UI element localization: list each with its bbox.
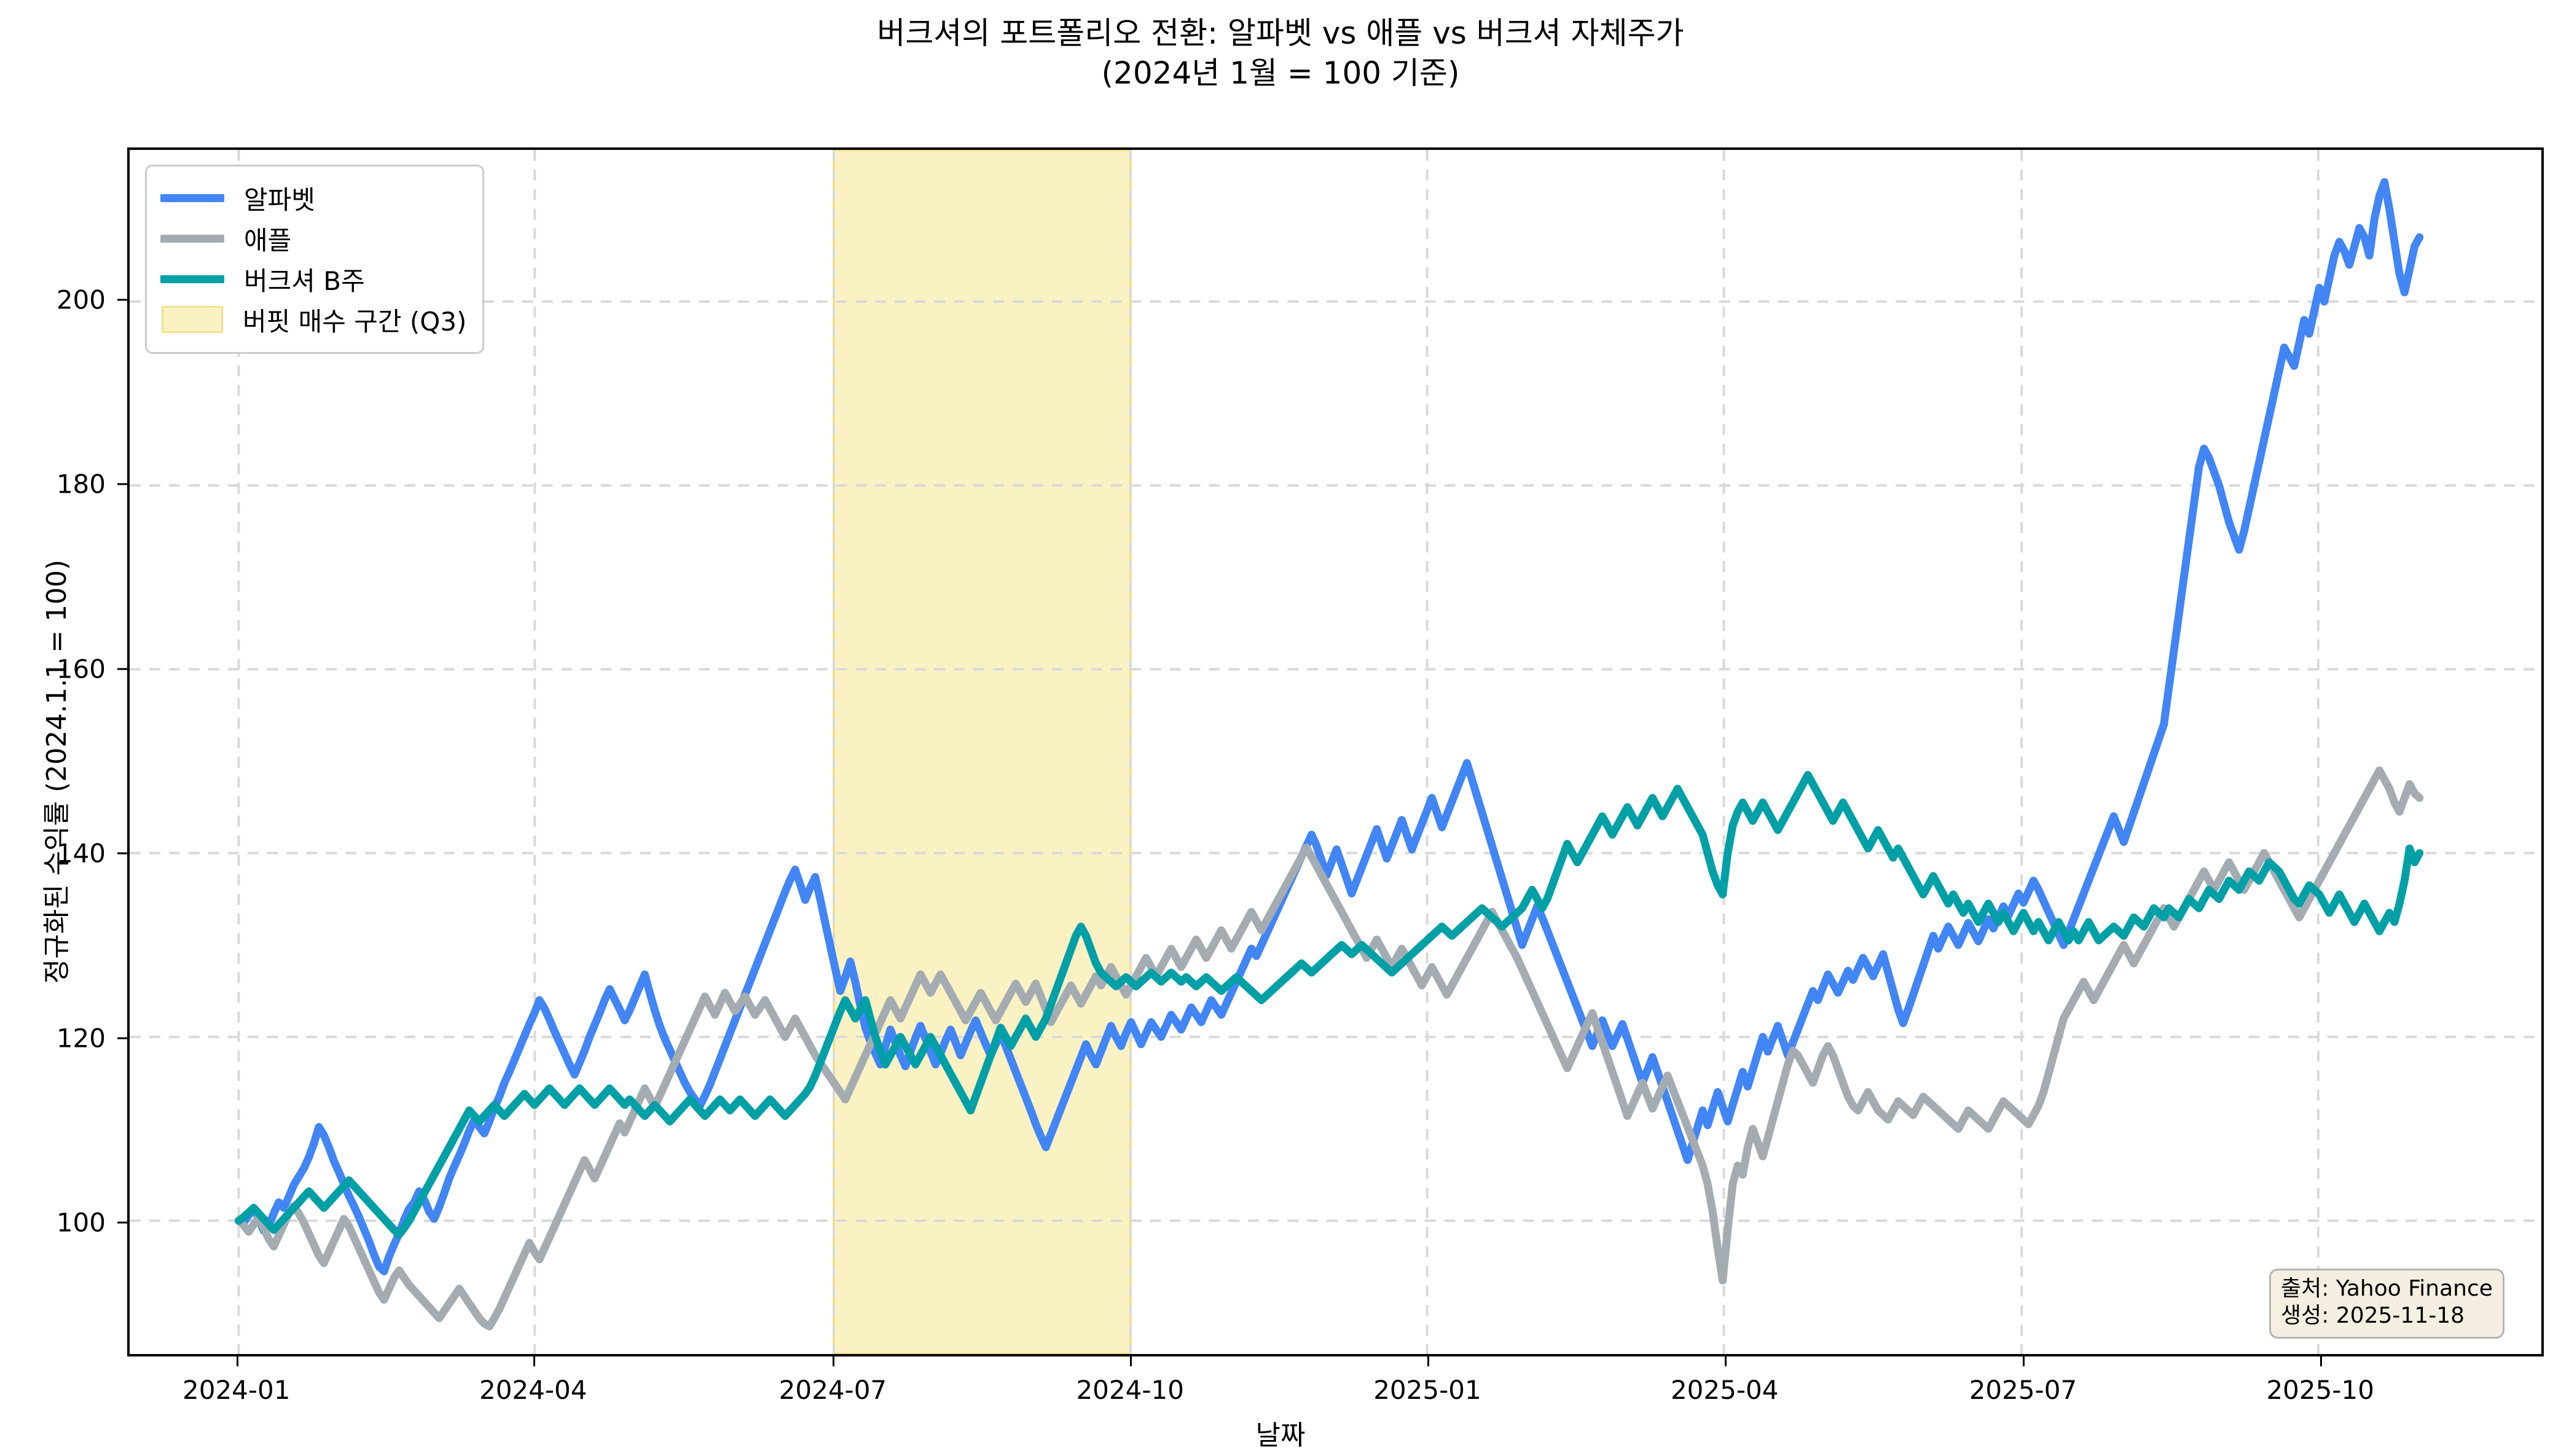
chart-title-line-1: 버크셔의 포트폴리오 전환: 알파벳 vs 애플 vs 버크셔 자체주가 [877, 15, 1684, 51]
chart-title-line-2: (2024년 1월 = 100 기준) [1101, 55, 1460, 91]
x-tick-label: 2025-01 [1373, 1375, 1481, 1405]
legend-item[interactable]: 애플 [160, 218, 466, 259]
chart-svg [130, 150, 2541, 1354]
plot-area [127, 147, 2544, 1356]
x-tick-label: 2025-04 [1670, 1375, 1779, 1405]
series-line [234, 766, 2424, 1331]
x-tick-label: 2024-07 [778, 1375, 887, 1405]
legend-item-label: 버크셔 B주 [244, 265, 365, 296]
source-text: 출처: Yahoo Finance [2281, 1276, 2493, 1301]
x-tick-mark [1130, 1356, 1132, 1366]
x-tick-label: 2024-01 [182, 1375, 291, 1405]
page-title: 버크셔의 포트폴리오 전환: 알파벳 vs 애플 vs 버크셔 자체주가 (20… [0, 14, 2561, 93]
series-line [234, 770, 2424, 1239]
x-tick-label: 2024-04 [479, 1375, 587, 1405]
y-tick-mark [117, 1221, 127, 1224]
x-tick-mark [2023, 1356, 2025, 1366]
plot-clip [130, 150, 2541, 1354]
y-tick-mark [117, 299, 127, 301]
legend-item-label: 애플 [244, 225, 292, 256]
legend-item-label: 버핏 매수 구간 (Q3) [243, 306, 467, 337]
x-tick-mark [533, 1356, 535, 1366]
legend-item[interactable]: 알파벳 [160, 178, 466, 218]
x-tick-mark [1724, 1356, 1727, 1366]
x-tick-mark [236, 1356, 238, 1366]
buffett-buy-window-span [833, 150, 1132, 1354]
legend-line-swatch [160, 234, 224, 243]
legend-line-swatch [160, 194, 224, 202]
legend-item[interactable]: 버핏 매수 구간 (Q3) [160, 299, 466, 340]
legend-item[interactable]: 버크셔 B주 [160, 259, 466, 299]
x-tick-mark [1427, 1356, 1429, 1366]
y-tick-mark [117, 1037, 127, 1039]
x-tick-mark [833, 1356, 835, 1366]
source-annotation: 출처: Yahoo Finance 생성: 2025-11-18 [2269, 1269, 2504, 1339]
legend-item-label: 알파벳 [244, 184, 315, 215]
y-tick-mark [117, 852, 127, 855]
y-tick-mark [117, 668, 127, 670]
x-tick-label: 2025-07 [1969, 1375, 2077, 1405]
x-axis-label: 날짜 [1255, 1420, 1306, 1451]
generated-text: 생성: 2025-11-18 [2281, 1302, 2465, 1328]
y-axis-label: 정규화된 수익률 (2024.1.1 = 100) [41, 559, 73, 984]
legend-line-swatch [160, 275, 224, 283]
x-tick-mark [2320, 1356, 2323, 1366]
y-tick-mark [117, 483, 127, 485]
x-tick-label: 2025-10 [2266, 1375, 2374, 1405]
legend-patch-swatch [162, 306, 223, 333]
x-tick-label: 2024-10 [1076, 1375, 1184, 1405]
